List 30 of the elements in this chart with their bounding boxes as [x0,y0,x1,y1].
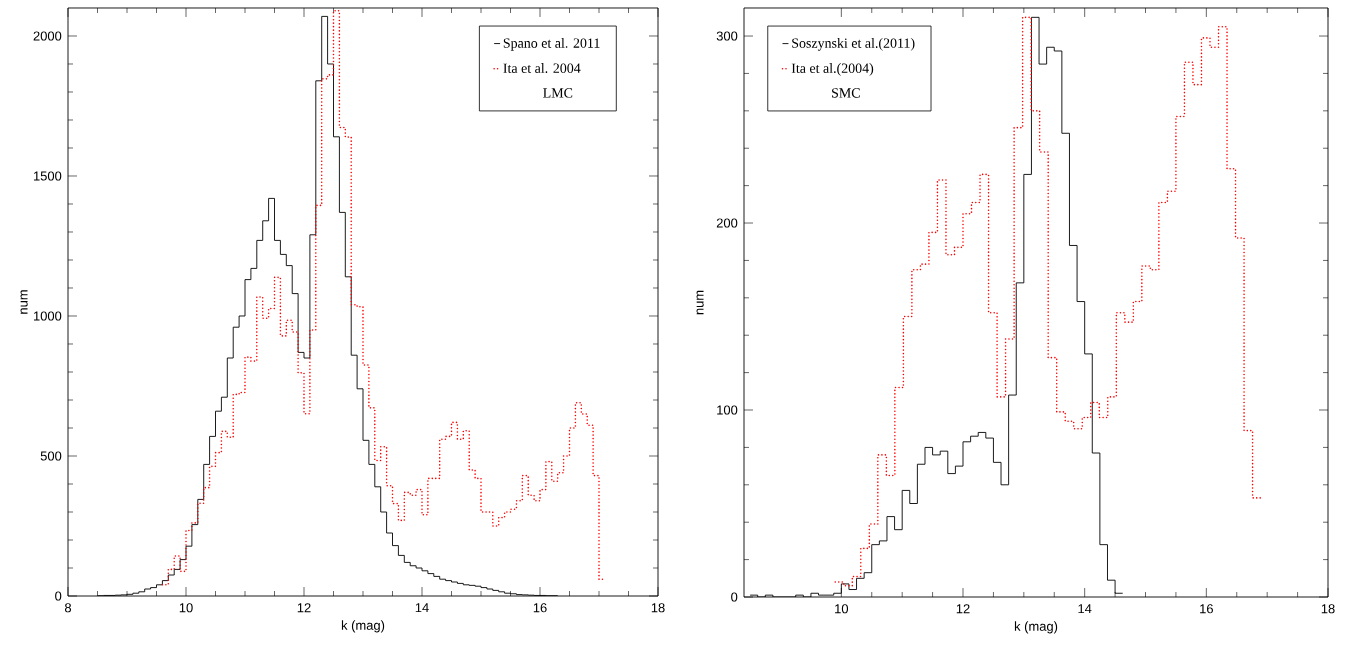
legend-label: Ita et al. 2004 [503,63,581,73]
y-axis-title: num [20,290,28,314]
x-tick-label: 16 [1200,604,1213,614]
x-tick-label: 14 [1078,604,1092,614]
legend-label: Ita et al.(2004) [791,63,874,76]
x-tick-label: 14 [415,603,429,613]
x-tick-label: 18 [1321,604,1335,614]
y-tick-label: 300 [716,31,738,41]
annotation: SMC [832,88,860,98]
x-axis-title: k (mag) [1014,621,1058,634]
x-tick-label: 10 [179,603,193,613]
y-tick-label: 1000 [33,311,62,321]
legend-label: Soszynski et al.(2011) [792,38,915,51]
y-tick-label: 100 [717,405,738,415]
x-tick-label: 18 [651,603,665,613]
annotation: LMC [543,88,573,98]
y-tick-label: 0 [731,592,738,602]
x-tick-label: 8 [64,603,72,613]
y-tick-label: 500 [40,451,62,461]
y-axis-title: num [696,290,704,315]
y-tick-label: 2000 [33,31,62,41]
x-tick-label: 10 [835,604,849,614]
x-tick-label: 16 [533,603,547,613]
legend-label: Spano et al. 2011 [503,37,600,51]
x-tick-label: 12 [297,603,311,613]
x-tick-label: 12 [956,604,970,614]
y-tick-label: 200 [716,218,738,228]
y-tick-label: 0 [55,591,62,601]
x-axis-title: k (mag) [341,620,385,633]
y-tick-label: 1500 [33,171,62,181]
